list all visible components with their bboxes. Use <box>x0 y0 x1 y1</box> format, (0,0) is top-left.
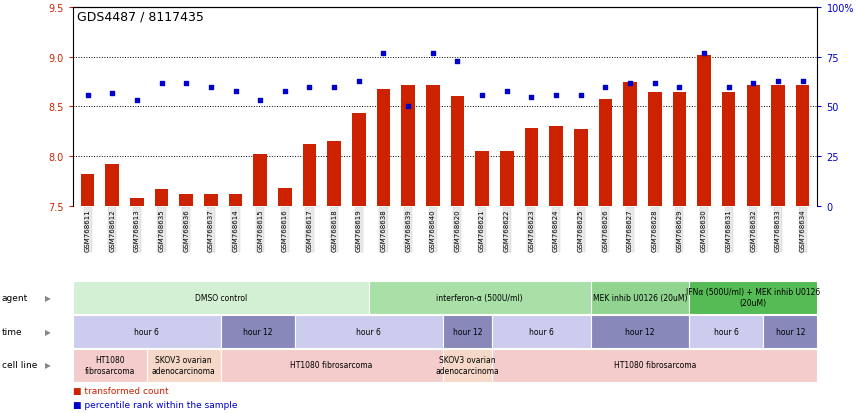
Point <box>771 78 785 85</box>
Bar <box>278 188 292 206</box>
Text: SKOV3 ovarian
adenocarcinoma: SKOV3 ovarian adenocarcinoma <box>152 356 216 375</box>
Text: ▶: ▶ <box>45 361 51 370</box>
Point <box>525 94 538 101</box>
Bar <box>525 129 538 206</box>
Text: hour 12: hour 12 <box>243 327 272 336</box>
Bar <box>598 99 612 206</box>
Point <box>746 80 760 87</box>
Point <box>648 80 662 87</box>
Point <box>105 90 119 97</box>
Text: hour 6: hour 6 <box>714 327 739 336</box>
Text: hour 6: hour 6 <box>356 327 381 336</box>
Text: HT1080 fibrosarcoma: HT1080 fibrosarcoma <box>614 361 696 370</box>
Bar <box>771 85 785 206</box>
Point <box>80 92 94 99</box>
Text: ■ transformed count: ■ transformed count <box>73 386 169 395</box>
Bar <box>426 85 440 206</box>
Bar <box>698 56 710 206</box>
Bar <box>648 93 662 206</box>
Point <box>722 84 735 91</box>
Bar <box>746 85 760 206</box>
Text: hour 12: hour 12 <box>625 327 655 336</box>
Bar <box>550 127 563 206</box>
Point <box>401 104 415 111</box>
Text: hour 12: hour 12 <box>776 327 805 336</box>
Text: ▶: ▶ <box>45 293 51 302</box>
Bar <box>352 114 366 206</box>
Point <box>303 84 317 91</box>
Point <box>204 84 217 91</box>
Bar <box>130 198 144 206</box>
Point <box>697 50 710 57</box>
Point <box>673 84 687 91</box>
Point <box>327 84 341 91</box>
Text: HT1080 fibrosarcoma: HT1080 fibrosarcoma <box>290 361 373 370</box>
Text: SKOV3 ovarian
adenocarcinoma: SKOV3 ovarian adenocarcinoma <box>436 356 499 375</box>
Point <box>598 84 612 91</box>
Point <box>796 78 810 85</box>
Bar <box>253 154 267 206</box>
Bar <box>327 142 341 206</box>
Text: interferon-α (500U/ml): interferon-α (500U/ml) <box>437 293 523 302</box>
Bar <box>204 194 217 206</box>
Point <box>229 88 242 95</box>
Bar <box>450 96 464 206</box>
Bar <box>475 152 489 206</box>
Point <box>180 80 193 87</box>
Bar <box>105 164 119 206</box>
Point <box>377 50 390 57</box>
Point <box>426 50 440 57</box>
Text: ■ percentile rank within the sample: ■ percentile rank within the sample <box>73 400 237 409</box>
Text: DMSO control: DMSO control <box>194 293 247 302</box>
Bar <box>500 152 514 206</box>
Text: cell line: cell line <box>2 361 37 370</box>
Text: MEK inhib U0126 (20uM): MEK inhib U0126 (20uM) <box>592 293 687 302</box>
Bar <box>155 189 169 206</box>
Text: time: time <box>2 327 22 336</box>
Point <box>500 88 514 95</box>
Point <box>623 80 637 87</box>
Bar <box>229 194 242 206</box>
Point <box>352 78 366 85</box>
Bar <box>673 93 687 206</box>
Bar <box>722 93 735 206</box>
Bar <box>180 194 193 206</box>
Text: HT1080
fibrosarcoma: HT1080 fibrosarcoma <box>85 356 135 375</box>
Text: IFNα (500U/ml) + MEK inhib U0126
(20uM): IFNα (500U/ml) + MEK inhib U0126 (20uM) <box>687 288 821 307</box>
Bar <box>303 145 316 206</box>
Point <box>130 98 144 104</box>
Point <box>550 92 563 99</box>
Bar <box>401 85 415 206</box>
Bar <box>574 130 587 206</box>
Text: hour 12: hour 12 <box>453 327 482 336</box>
Bar <box>80 174 94 206</box>
Text: hour 6: hour 6 <box>134 327 159 336</box>
Text: agent: agent <box>2 293 28 302</box>
Text: ▶: ▶ <box>45 327 51 336</box>
Bar <box>796 85 810 206</box>
Text: GDS4487 / 8117435: GDS4487 / 8117435 <box>77 10 204 23</box>
Point <box>278 88 292 95</box>
Point <box>475 92 489 99</box>
Text: hour 6: hour 6 <box>529 327 554 336</box>
Bar <box>623 83 637 206</box>
Point <box>574 92 587 99</box>
Point <box>155 80 169 87</box>
Bar <box>377 89 390 206</box>
Point <box>253 98 267 104</box>
Point <box>450 58 464 65</box>
